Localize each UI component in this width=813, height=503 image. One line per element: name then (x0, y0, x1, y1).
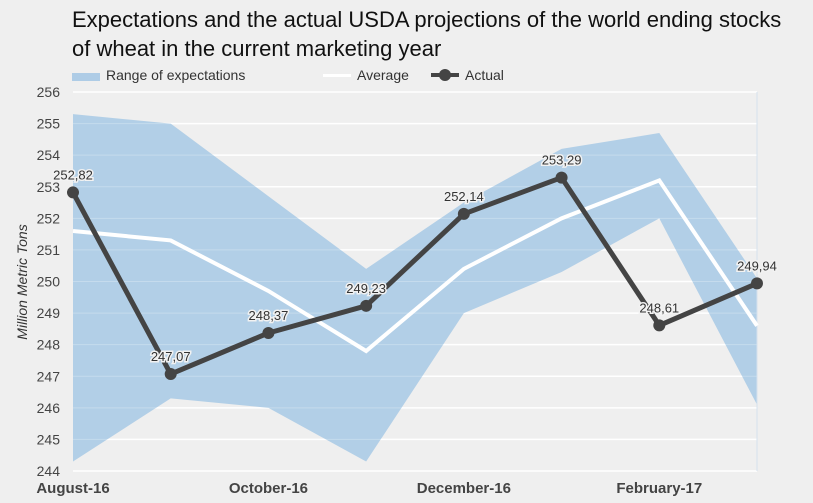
data-label: 249,94 (737, 258, 777, 273)
actual-point (653, 319, 666, 332)
y-tick-label: 251 (37, 242, 61, 258)
x-tick-label: February-17 (616, 480, 702, 497)
data-labels: 252,82 247,07 248,37 249,23 252,14 253,29 248,… (52, 151, 779, 365)
data-label: 252,82 (53, 167, 93, 182)
actual-point (751, 277, 763, 290)
y-tick-label: 245 (37, 431, 61, 447)
legend-item-range: Range of expectations (72, 67, 245, 83)
y-tick-label: 252 (37, 210, 61, 226)
y-axis-ticks: 256 255 254 253 252 251 250 249 248 247 246 245 244 (37, 84, 61, 479)
legend-item-actual: Actual (431, 67, 504, 83)
data-label: 252,14 (444, 189, 484, 204)
legend-item-average: Average (323, 67, 409, 83)
y-tick-label: 247 (37, 368, 61, 384)
legend-swatch-range (72, 73, 100, 81)
y-tick-label: 253 (37, 179, 61, 195)
actual-point (457, 207, 470, 220)
y-tick-label: 244 (37, 463, 61, 479)
range-band-area (73, 114, 757, 462)
legend-label-range: Range of expectations (106, 67, 246, 83)
data-label: 253,29 (542, 153, 582, 168)
legend-label-actual: Actual (465, 67, 504, 83)
x-tick-label: October-16 (229, 480, 308, 497)
average-series (72, 177, 759, 354)
legend: Range of expectations Average Actual (0, 67, 813, 85)
y-tick-label: 249 (37, 305, 61, 321)
y-tick-label: 254 (37, 147, 61, 163)
average-line (72, 177, 759, 354)
x-axis-ticks: August-16 October-16 December-16 February-1… (36, 480, 702, 497)
range-band (73, 91, 758, 472)
actual-point (360, 299, 373, 312)
x-tick-label: December-16 (417, 480, 511, 497)
actual-series (67, 171, 763, 381)
actual-point (164, 368, 177, 381)
y-tick-label: 256 (37, 84, 61, 100)
y-tick-label: 250 (37, 274, 61, 290)
y-tick-label: 255 (37, 116, 61, 132)
actual-point (262, 326, 275, 339)
legend-swatch-average (323, 73, 351, 77)
data-label: 248,61 (639, 300, 679, 315)
data-label: 248,37 (249, 308, 289, 323)
data-label: 249,23 (346, 281, 386, 296)
actual-point (555, 171, 568, 184)
data-label: 247,07 (151, 349, 191, 364)
legend-label-average: Average (357, 67, 409, 83)
x-tick-label: August-16 (36, 480, 109, 497)
actual-point (67, 186, 79, 199)
y-tick-label: 246 (37, 400, 61, 416)
legend-swatch-actual (431, 69, 459, 81)
chart-title: Expectations and the actual USDA project… (72, 7, 782, 61)
y-tick-label: 248 (37, 337, 61, 353)
actual-line (70, 175, 758, 377)
